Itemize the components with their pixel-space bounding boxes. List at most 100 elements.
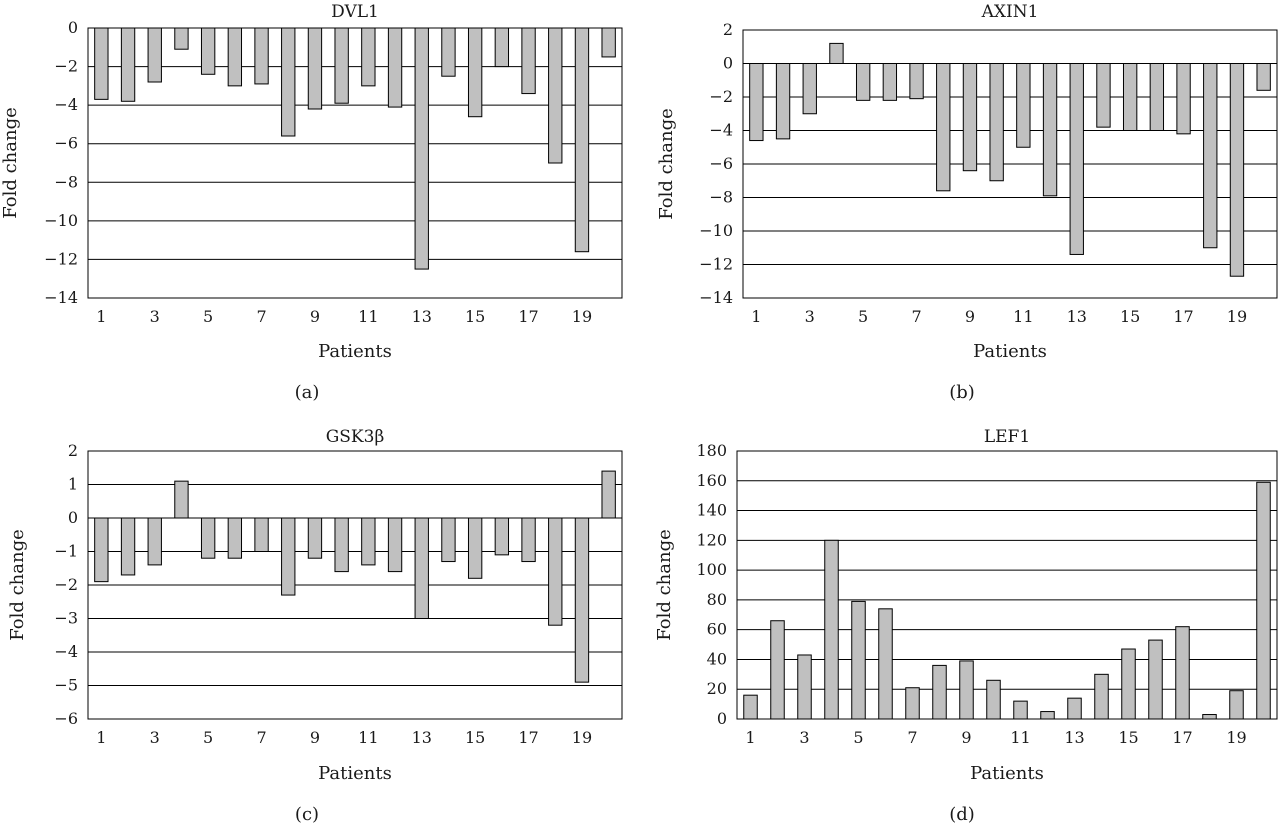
bar-patient-5 — [855, 63, 871, 101]
y-tick-label: 120 — [696, 530, 727, 549]
bar-patient-7 — [909, 63, 924, 100]
plot-frame — [742, 29, 1278, 299]
x-tick-label: 3 — [150, 307, 160, 326]
x-tick-label: 11 — [358, 728, 378, 747]
x-tick-label: 19 — [1226, 728, 1246, 747]
chart-title: DVL1 — [331, 2, 379, 22]
y-tick-label: −8 — [709, 188, 733, 207]
y-tick-label: −12 — [699, 255, 733, 274]
y-axis-label: Fold change — [7, 529, 28, 641]
bar-patient-20 — [601, 27, 616, 58]
bar-patient-16 — [1148, 639, 1163, 720]
y-tick-label: 0 — [68, 508, 78, 527]
bar-patient-8 — [936, 63, 951, 192]
bar-patient-14 — [441, 517, 456, 563]
bar-patient-8 — [281, 517, 296, 596]
x-tick-label: 11 — [358, 307, 378, 326]
x-tick-label: 7 — [911, 307, 921, 326]
bar-patient-17 — [1176, 63, 1191, 135]
bar-patient-7 — [254, 27, 269, 85]
bar-patient-14 — [1094, 673, 1109, 720]
bar-patient-2 — [120, 27, 136, 102]
x-tick-label: 11 — [1010, 728, 1030, 747]
x-tick-label: 9 — [961, 728, 971, 747]
bar-patient-14 — [441, 27, 456, 77]
bar-patient-2 — [120, 517, 136, 576]
x-tick-label: 17 — [1172, 728, 1192, 747]
y-tick-label: 1 — [68, 475, 78, 494]
panel-caption: (c) — [295, 804, 319, 825]
bar-patient-15 — [1121, 648, 1136, 720]
y-tick-label: −4 — [709, 121, 733, 140]
x-tick-label: 17 — [518, 728, 538, 747]
x-tick-label: 13 — [412, 728, 432, 747]
chart-title: LEF1 — [984, 427, 1030, 447]
bar-patient-4 — [174, 480, 189, 519]
bar-patient-15 — [1122, 63, 1138, 131]
bar-patient-12 — [387, 517, 403, 573]
bar-patient-12 — [387, 27, 403, 108]
bar-patient-11 — [361, 27, 376, 87]
y-tick-label: 0 — [723, 54, 733, 73]
x-tick-label: 7 — [256, 728, 266, 747]
x-axis-label: Patients — [973, 341, 1047, 362]
y-tick-label: −12 — [44, 249, 78, 268]
x-tick-label: 7 — [256, 307, 266, 326]
x-tick-label: 3 — [150, 728, 160, 747]
y-tick-label: −4 — [54, 642, 78, 661]
bar-patient-13 — [414, 27, 429, 270]
y-tick-label: 80 — [707, 590, 727, 609]
y-tick-label: −6 — [709, 154, 733, 173]
y-tick-label: 2 — [68, 441, 78, 460]
bar-patient-20 — [601, 470, 616, 519]
x-axis-label: Patients — [318, 341, 392, 362]
x-tick-label: 15 — [1120, 307, 1140, 326]
bar-patient-10 — [334, 27, 349, 104]
y-tick-label: −5 — [54, 676, 78, 695]
x-tick-label: 5 — [203, 728, 213, 747]
x-tick-label: 15 — [465, 728, 485, 747]
x-tick-label: 7 — [907, 728, 917, 747]
panel-dvl1-chart: 0−2−4−6−8−10−12−141 3 5 7 9 11 13 15 17 19DVL1Pat… — [0, 2, 623, 403]
bar-patient-15 — [467, 27, 483, 118]
x-tick-label: 17 — [1173, 307, 1193, 326]
x-tick-label: 1 — [751, 307, 761, 326]
bar-patient-16 — [494, 27, 510, 68]
x-tick-label: 1 — [96, 307, 106, 326]
x-tick-label: 19 — [572, 307, 592, 326]
x-tick-label: 11 — [1013, 307, 1033, 326]
bar-patient-3 — [802, 63, 817, 115]
bar-patient-9 — [307, 517, 323, 559]
bar-patient-1 — [94, 517, 109, 583]
y-tick-label: −14 — [699, 288, 733, 307]
x-tick-label: 15 — [1118, 728, 1138, 747]
bar-patient-15 — [467, 517, 483, 579]
y-tick-label: 140 — [696, 501, 727, 520]
bar-patient-11 — [361, 517, 376, 566]
bar-patient-1 — [743, 694, 758, 720]
bar-patient-19 — [574, 517, 590, 683]
bar-patient-5 — [851, 600, 866, 720]
bar-patient-5 — [200, 517, 216, 559]
bar-patient-6 — [227, 27, 243, 87]
y-axis-label: Fold change — [654, 529, 675, 641]
x-tick-label: 9 — [310, 728, 320, 747]
bar-patient-10 — [989, 63, 1004, 182]
bar-patient-20 — [1256, 63, 1271, 91]
bar-patient-10 — [986, 679, 1001, 720]
y-tick-label: −3 — [54, 609, 78, 628]
bar-patient-19 — [574, 27, 590, 253]
x-tick-label: 1 — [745, 728, 755, 747]
x-tick-label: 13 — [412, 307, 432, 326]
bar-patient-18 — [1202, 714, 1217, 720]
y-tick-label: −1 — [54, 542, 78, 561]
x-tick-label: 5 — [853, 728, 863, 747]
bar-patient-12 — [1040, 711, 1055, 720]
bar-patient-19 — [1229, 690, 1244, 720]
bar-patient-1 — [749, 63, 764, 142]
bar-patient-18 — [548, 27, 563, 164]
bar-patient-4 — [824, 539, 839, 720]
bar-patient-16 — [1149, 63, 1165, 131]
